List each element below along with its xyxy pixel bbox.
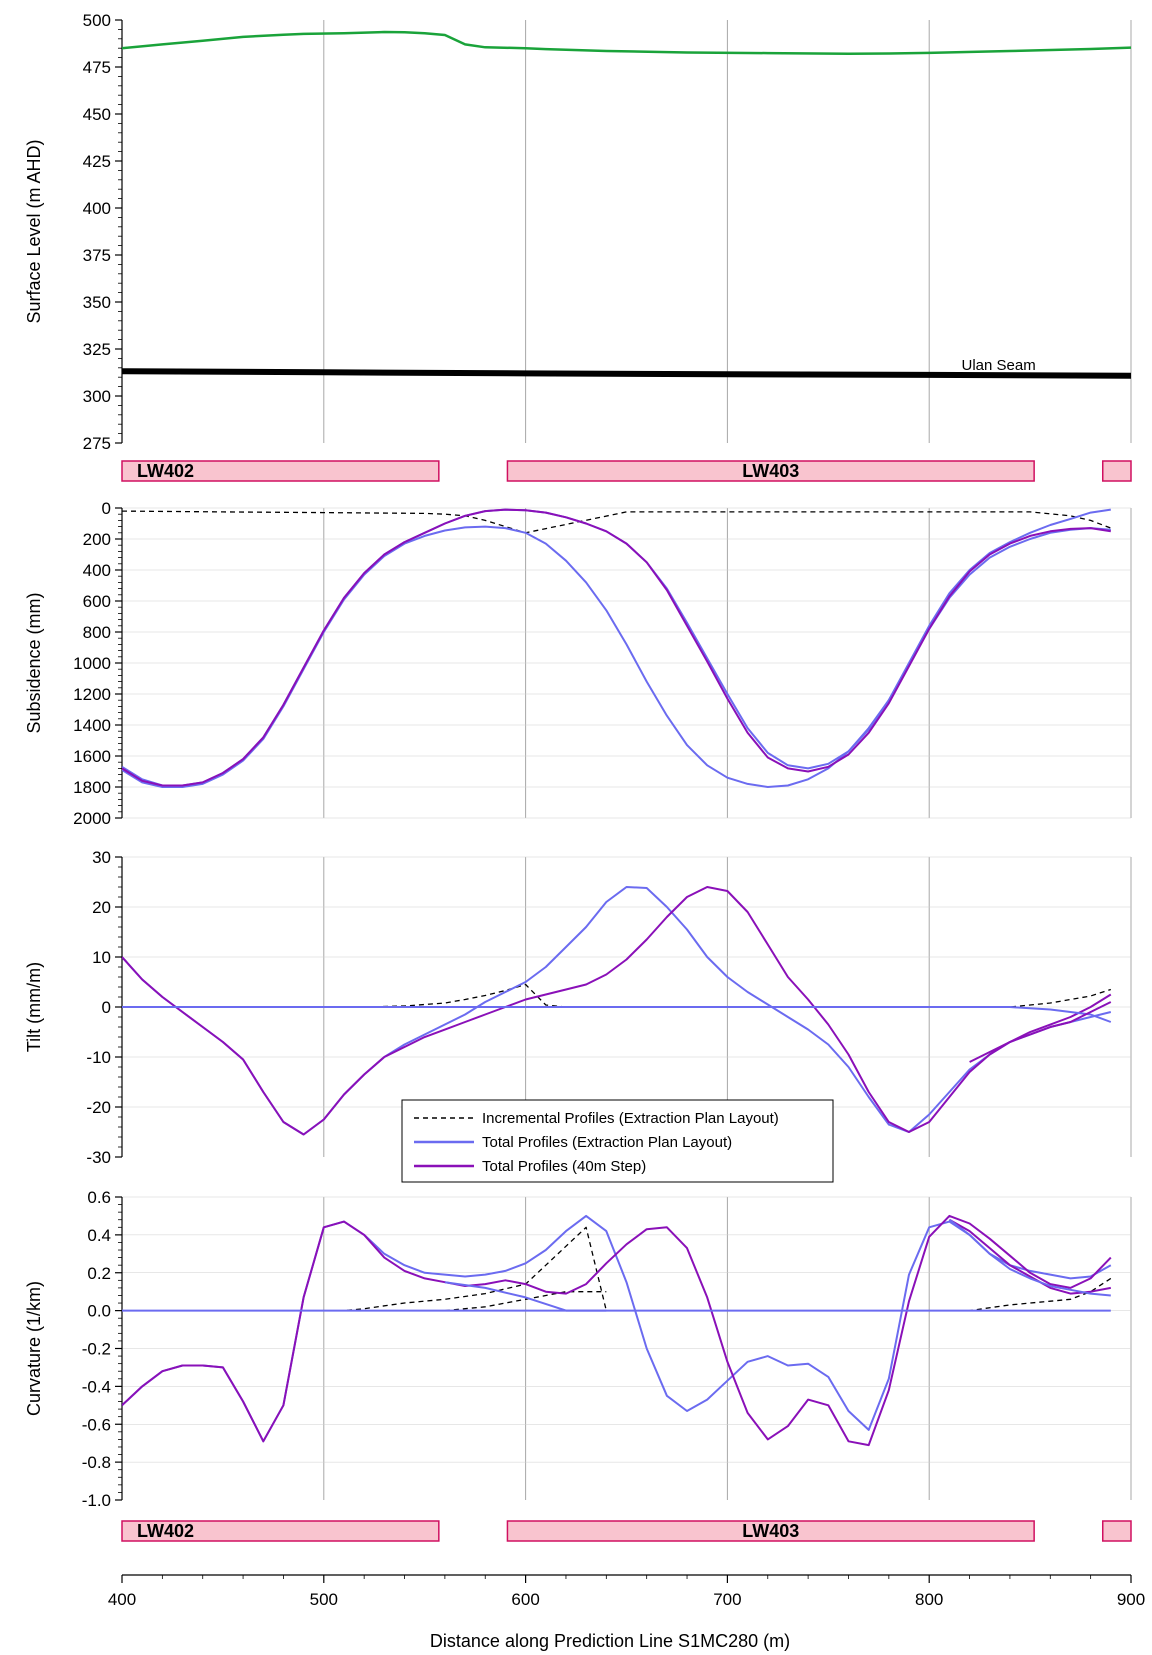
y-tick-label: 375 <box>83 246 111 265</box>
y-tick-label: 0.2 <box>87 1264 111 1283</box>
series-line <box>948 1218 1111 1297</box>
y-tick-label: 450 <box>83 105 111 124</box>
y-tick-label: 200 <box>83 530 111 549</box>
y-tick-label: 0.0 <box>87 1302 111 1321</box>
panel-2: 0 200 400 600 800 1000 1200 1400 1600 1800 2000 Sub… <box>24 499 1132 828</box>
series-line <box>122 886 1112 1136</box>
y-axis-label: Curvature (1/km) <box>24 1281 44 1416</box>
panel-bar <box>121 460 440 482</box>
y-tick-label: 350 <box>83 293 111 312</box>
series-line <box>122 886 1112 1136</box>
y-tick-label: 500 <box>83 11 111 30</box>
y-tick-label: 30 <box>92 848 111 867</box>
panel-1: 275 300 325 350 375 400 425 450 475 500 Surface Le… <box>24 11 1132 453</box>
x-tick-label: 900 <box>1117 1590 1145 1609</box>
y-tick-label: 800 <box>83 623 111 642</box>
y-tick-label: 10 <box>92 948 111 967</box>
x-tick-label: 600 <box>511 1590 539 1609</box>
y-tick-label: 0 <box>102 998 111 1017</box>
panel-bar-label: LW402 <box>137 461 194 481</box>
series-line <box>122 1006 1112 1023</box>
panel-bar-row: LW402 LW403 <box>121 1520 1132 1542</box>
series-line <box>122 510 1112 534</box>
annotation: Ulan Seam <box>961 357 1035 374</box>
panel-bar-label: LW402 <box>137 1521 194 1541</box>
series-group <box>122 1214 1112 1447</box>
series-line <box>122 368 1131 379</box>
x-tick-label: 400 <box>108 1590 136 1609</box>
y-axis-label: Surface Level (m AHD) <box>24 139 44 323</box>
y-tick-label: 1600 <box>73 747 111 766</box>
series-line <box>122 1226 1112 1312</box>
panel-bar <box>1101 1520 1132 1542</box>
y-tick-label: 275 <box>83 434 111 453</box>
series-line <box>122 30 1131 56</box>
y-tick-label: -0.6 <box>82 1415 111 1434</box>
series-line <box>122 1214 1112 1443</box>
series-line <box>122 508 1111 787</box>
legend-label: Total Profiles (Extraction Plan Layout) <box>482 1134 732 1151</box>
y-axis-label: Subsidence (mm) <box>24 592 44 733</box>
y-tick-label: -10 <box>86 1048 111 1067</box>
y-tick-label: 1200 <box>73 685 111 704</box>
panel-bar <box>506 460 1035 482</box>
series-group <box>122 508 1112 788</box>
y-tick-label: 2000 <box>73 809 111 828</box>
y-tick-label: 425 <box>83 152 111 171</box>
y-tick-label: 0.6 <box>87 1188 111 1207</box>
y-tick-label: 600 <box>83 592 111 611</box>
series-group <box>122 30 1131 379</box>
series-line <box>948 1218 1111 1295</box>
panel-bar-label: LW403 <box>742 461 799 481</box>
y-tick-label: 0 <box>102 499 111 518</box>
y-tick-label: -30 <box>86 1148 111 1167</box>
x-tick-label: 500 <box>310 1590 338 1609</box>
x-axis-label: Distance along Prediction Line S1MC280 (… <box>430 1631 790 1651</box>
y-tick-label: 475 <box>83 58 111 77</box>
panel-bar-label: LW403 <box>742 1521 799 1541</box>
x-axis: 400 500 600 700 800 900 <box>108 1574 1145 1609</box>
panel-bar <box>506 1520 1035 1542</box>
panel-bar <box>121 1520 440 1542</box>
y-tick-label: -1.0 <box>82 1491 111 1510</box>
series-line <box>122 1214 1112 1447</box>
y-tick-label: -0.8 <box>82 1453 111 1472</box>
y-axis-label: Tilt (mm/m) <box>24 962 44 1052</box>
y-tick-label: -20 <box>86 1098 111 1117</box>
series-line <box>122 525 1111 788</box>
series-line <box>444 1291 607 1312</box>
series-group <box>122 886 1112 1136</box>
y-tick-label: 300 <box>83 387 111 406</box>
y-tick-label: 1000 <box>73 654 111 673</box>
legend: Incremental Profiles (Extraction Plan La… <box>401 1099 834 1183</box>
x-tick-label: 700 <box>713 1590 741 1609</box>
y-tick-label: 325 <box>83 340 111 359</box>
y-tick-label: 1800 <box>73 778 111 797</box>
x-tick-label: 800 <box>915 1590 943 1609</box>
panel-bar-row: LW402 LW403 <box>121 460 1132 482</box>
y-tick-label: 1400 <box>73 716 111 735</box>
y-tick-label: 400 <box>83 561 111 580</box>
y-tick-label: -0.4 <box>82 1377 111 1396</box>
legend-label: Incremental Profiles (Extraction Plan La… <box>482 1110 779 1127</box>
panel-bar <box>1101 460 1132 482</box>
panel-3: -30 -20 -10 0 10 20 30 Tilt (mm/m) <box>24 848 1132 1167</box>
y-tick-label: 20 <box>92 898 111 917</box>
panel-4: -1.0 -0.8 -0.6 -0.4 -0.2 0.0 0.2 0.4 0.6 Curvatur… <box>24 1188 1132 1510</box>
series-line <box>969 1001 1112 1063</box>
y-tick-label: 0.4 <box>87 1226 111 1245</box>
series-line <box>122 508 1111 787</box>
y-tick-label: 400 <box>83 199 111 218</box>
series-line <box>122 983 1111 1008</box>
y-tick-label: -0.2 <box>82 1340 111 1359</box>
legend-label: Total Profiles (40m Step) <box>482 1158 646 1175</box>
